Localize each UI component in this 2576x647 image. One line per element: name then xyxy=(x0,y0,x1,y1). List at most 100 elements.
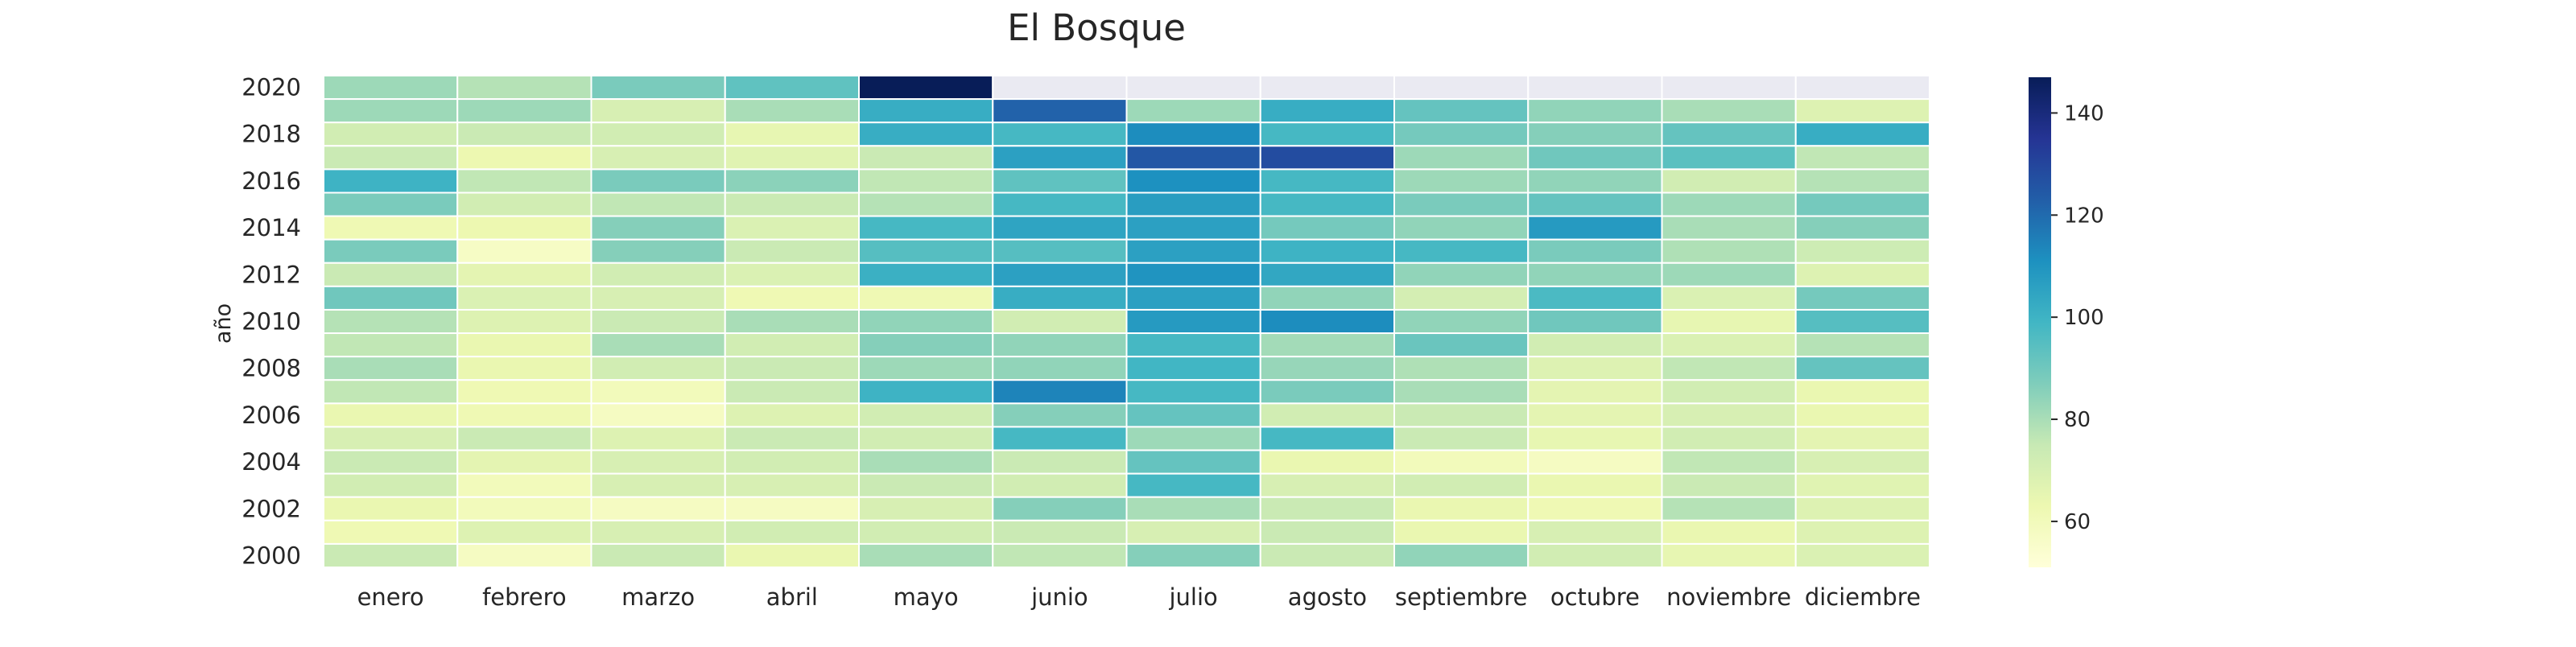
x-tick-label: noviembre xyxy=(1666,583,1791,611)
x-tick-label: marzo xyxy=(621,583,695,611)
heatmap-cell xyxy=(724,262,860,287)
heatmap-cell xyxy=(1259,379,1395,405)
x-tick-label: abril xyxy=(766,583,818,611)
heatmap-cell xyxy=(724,192,860,217)
x-tick-labels: enero febrero marzo abril mayo junio julio agos… xyxy=(357,583,1921,611)
heatmap-cell xyxy=(590,168,726,194)
heatmap-cell xyxy=(724,332,860,358)
heatmap-cell xyxy=(456,472,592,498)
colorbar-tick-label: 140 xyxy=(2064,101,2104,126)
heatmap-cell xyxy=(323,215,459,241)
heatmap-cell xyxy=(1794,332,1930,358)
heatmap-cell xyxy=(1527,402,1663,428)
heatmap-cell xyxy=(590,122,726,147)
heatmap-cell xyxy=(858,262,994,287)
heatmap-cell xyxy=(1527,356,1663,381)
heatmap-cell xyxy=(590,496,726,521)
colorbar-tick-label: 80 xyxy=(2064,408,2091,432)
heatmap-cell xyxy=(1794,542,1930,569)
heatmap-cell xyxy=(858,379,994,405)
heatmap-cell xyxy=(992,519,1128,545)
heatmap-cell xyxy=(1794,168,1930,194)
heatmap-cell xyxy=(1393,238,1530,264)
heatmap-cell xyxy=(1125,519,1261,545)
heatmap-cell xyxy=(1661,308,1797,335)
heatmap-cell xyxy=(1259,192,1395,217)
heatmap-cell xyxy=(1259,238,1395,264)
heatmap-cell xyxy=(456,192,592,217)
heatmap-cell xyxy=(1259,75,1395,101)
heatmap-cell xyxy=(858,426,994,451)
heatmap-cell xyxy=(1527,98,1663,124)
heatmap-cell xyxy=(1125,426,1261,451)
heatmap-cell xyxy=(1125,122,1261,147)
heatmap-cell xyxy=(590,472,726,498)
heatmap-cell xyxy=(1125,356,1261,381)
heatmap-cell xyxy=(724,449,860,475)
heatmap-cell xyxy=(456,332,592,358)
colorbar: 60 80 100 120 140 xyxy=(2029,77,2104,567)
heatmap-cell xyxy=(1527,496,1663,521)
heatmap-cell xyxy=(1393,98,1530,124)
heatmap-cell xyxy=(456,449,592,475)
heatmap-cells xyxy=(323,75,1930,569)
heatmap-cell xyxy=(1125,285,1261,311)
heatmap-cell xyxy=(456,145,592,171)
heatmap-cell xyxy=(1527,472,1663,498)
heatmap-cell xyxy=(1259,308,1395,335)
heatmap-cell xyxy=(1661,472,1797,498)
x-tick-label: junio xyxy=(1030,583,1088,611)
heatmap-cell xyxy=(724,379,860,405)
heatmap-cell xyxy=(1794,192,1930,217)
heatmap-cell xyxy=(1527,145,1663,171)
heatmap-cell xyxy=(992,356,1128,381)
heatmap-cell xyxy=(1259,122,1395,147)
heatmap-cell xyxy=(1661,75,1797,101)
heatmap-cell xyxy=(1794,402,1930,428)
heatmap-cell xyxy=(1661,519,1797,545)
heatmap-cell xyxy=(1393,145,1530,171)
heatmap-cell xyxy=(1794,308,1930,335)
heatmap-cell xyxy=(1661,402,1797,428)
heatmap-cell xyxy=(456,262,592,287)
heatmap-cell xyxy=(1527,332,1663,358)
heatmap-cell xyxy=(724,542,860,569)
heatmap-cell xyxy=(1527,285,1663,311)
heatmap-cell xyxy=(1259,285,1395,311)
heatmap-cell xyxy=(590,379,726,405)
heatmap-cell xyxy=(1259,449,1395,475)
heatmap-cell xyxy=(1661,122,1797,147)
heatmap-cell xyxy=(456,426,592,451)
heatmap-cell xyxy=(1527,75,1663,101)
heatmap-cell xyxy=(323,472,459,498)
heatmap-cell xyxy=(1259,332,1395,358)
heatmap-cell xyxy=(1393,542,1530,569)
heatmap-cell xyxy=(1259,98,1395,124)
heatmap-cell xyxy=(1527,192,1663,217)
heatmap-cell xyxy=(724,122,860,147)
heatmap-cell xyxy=(1661,145,1797,171)
heatmap-cell xyxy=(1661,426,1797,451)
heatmap-cell xyxy=(1527,542,1663,569)
heatmap-cell xyxy=(858,449,994,475)
heatmap-cell xyxy=(590,402,726,428)
heatmap-cell xyxy=(1527,238,1663,264)
y-tick-label: 2014 xyxy=(242,214,301,241)
heatmap-cell xyxy=(1259,168,1395,194)
heatmap-cell xyxy=(1259,426,1395,451)
heatmap-cell xyxy=(992,426,1128,451)
x-tick-label: diciembre xyxy=(1805,583,1921,611)
heatmap-cell xyxy=(858,215,994,241)
heatmap-cell xyxy=(456,215,592,241)
heatmap-cell xyxy=(1125,496,1261,521)
heatmap-cell xyxy=(992,496,1128,521)
colorbar-gradient xyxy=(2029,77,2051,567)
heatmap-cell xyxy=(858,145,994,171)
y-tick-label: 2016 xyxy=(242,167,301,195)
heatmap-cell xyxy=(724,402,860,428)
heatmap-cell xyxy=(992,168,1128,194)
heatmap-cell xyxy=(1661,285,1797,311)
heatmap-cell xyxy=(724,308,860,335)
heatmap-cell xyxy=(724,356,860,381)
heatmap-cell xyxy=(1794,145,1930,171)
